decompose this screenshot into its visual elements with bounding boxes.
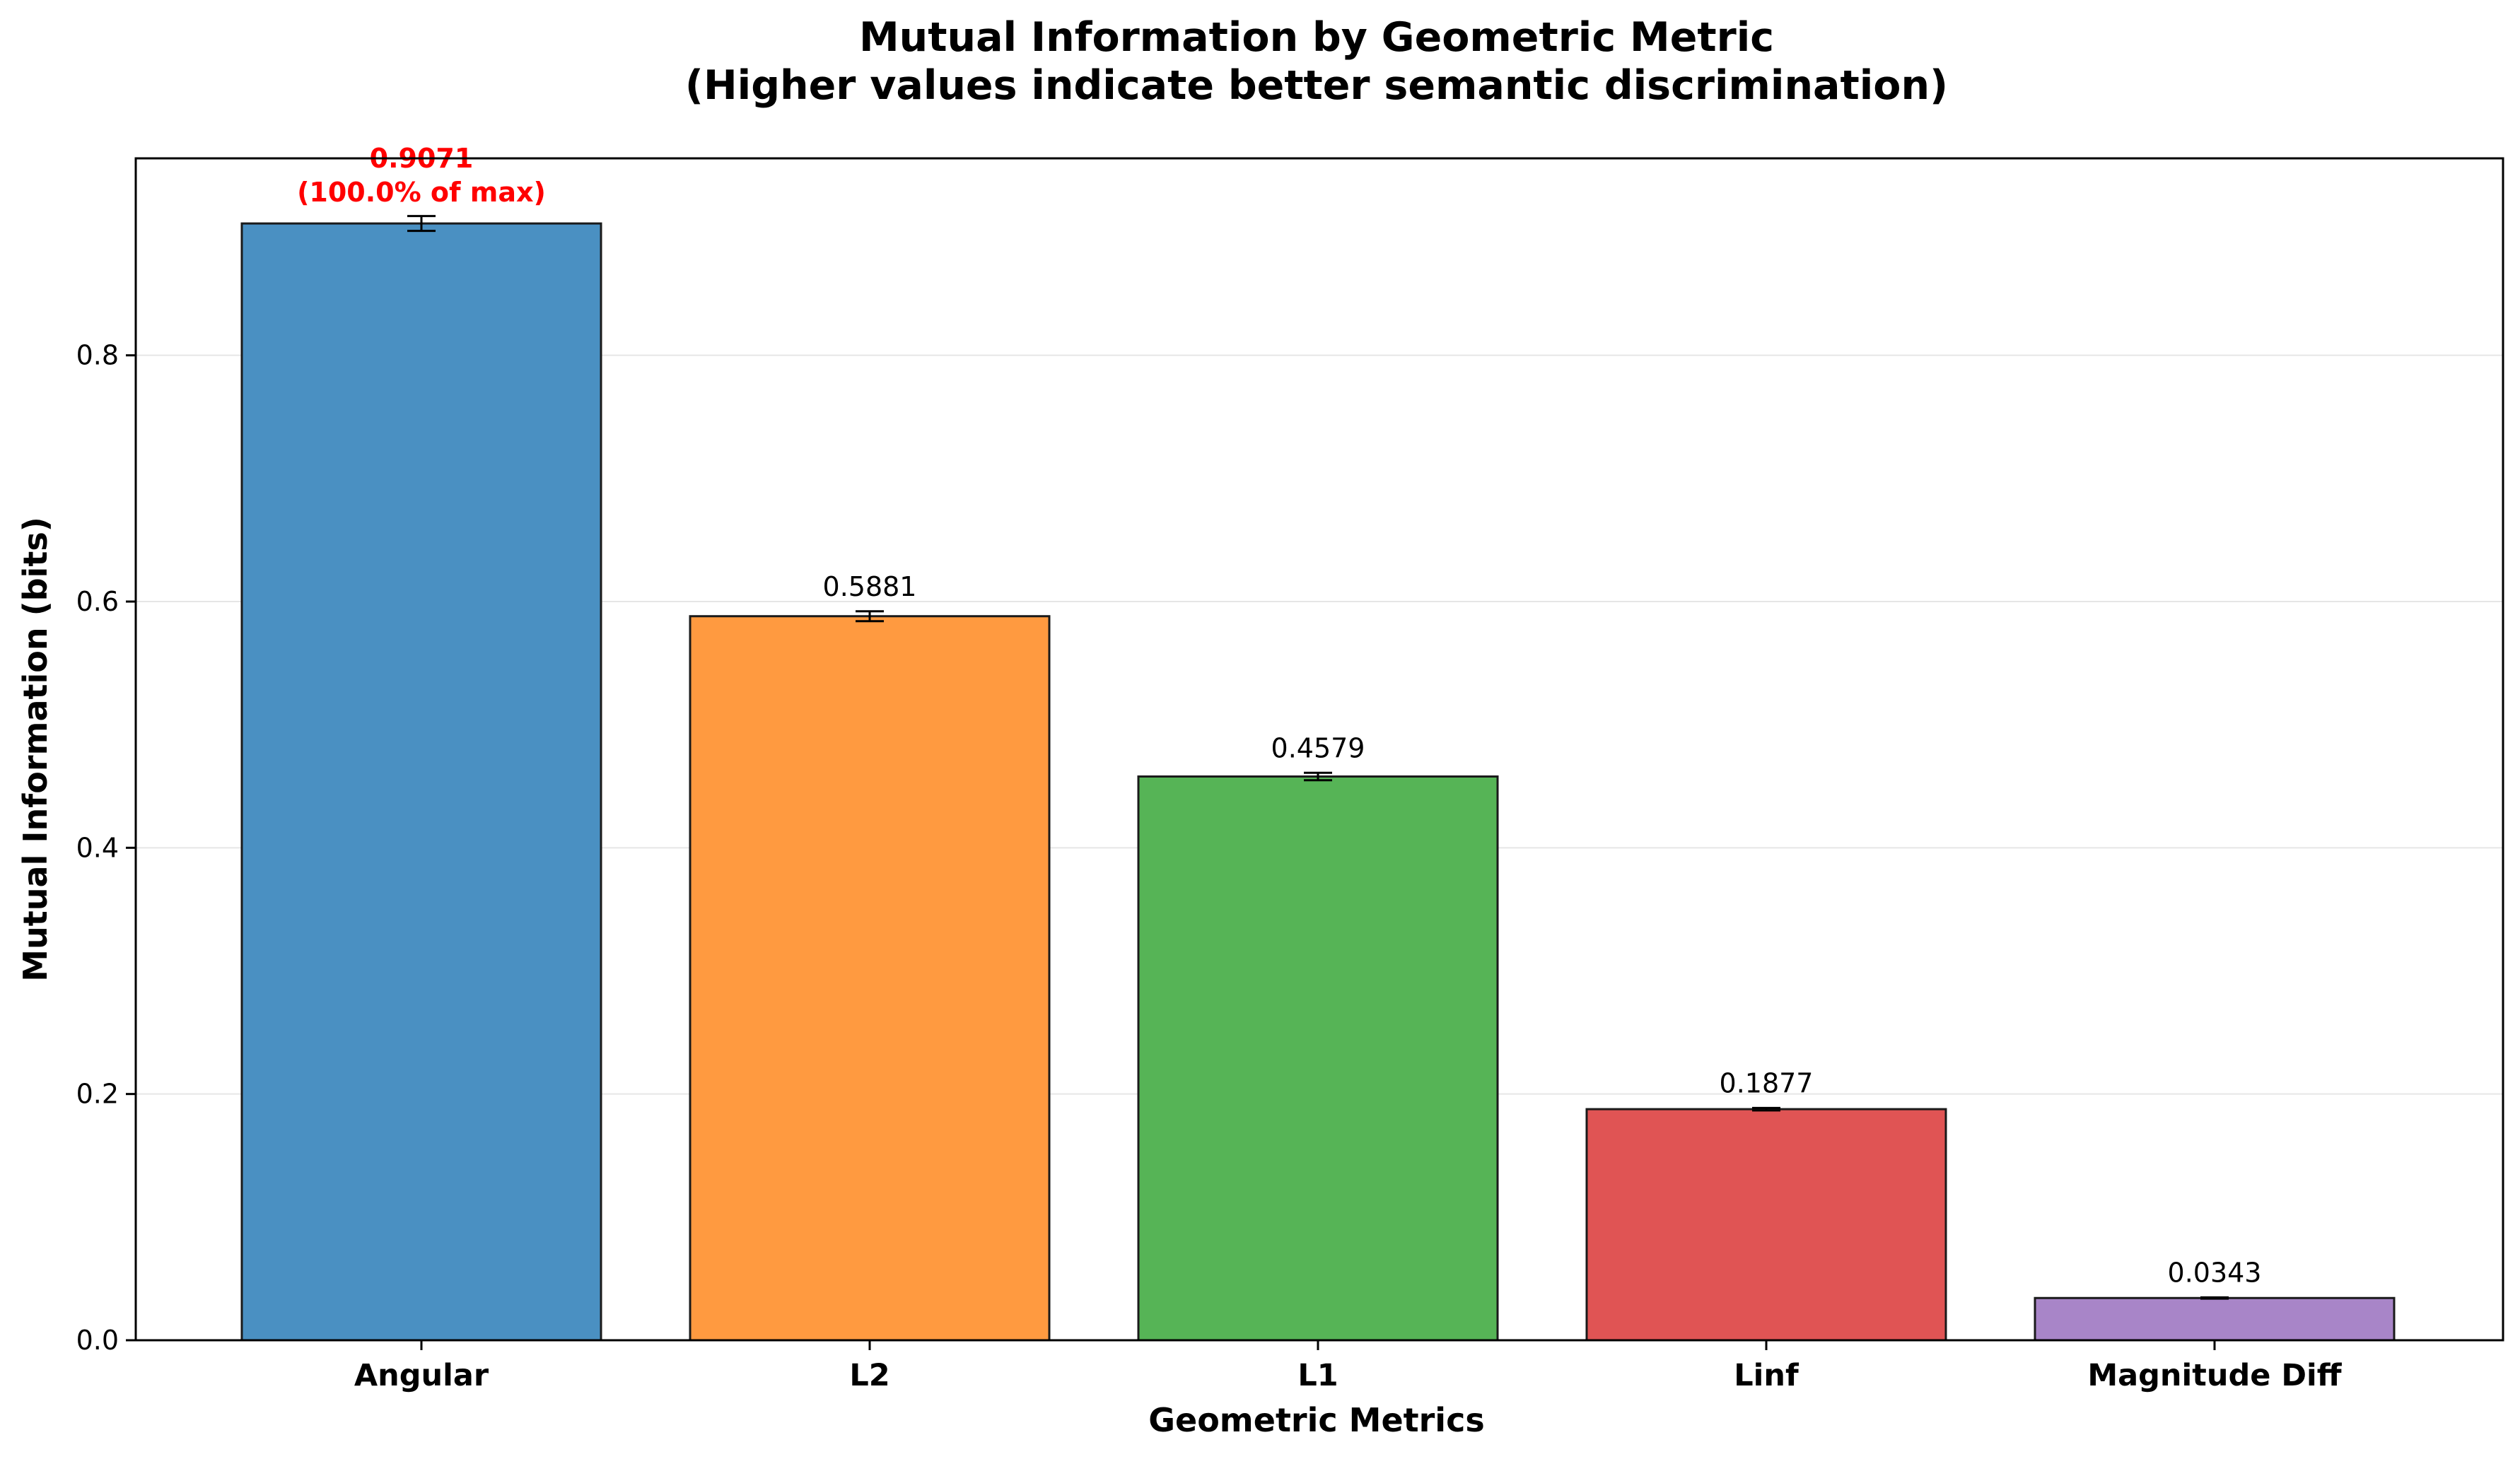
y-tick-label: 0.2 bbox=[76, 1079, 119, 1110]
x-tick-label: L1 bbox=[1297, 1358, 1338, 1393]
x-tick-label: Magnitude Diff bbox=[2087, 1358, 2342, 1393]
error-bar bbox=[856, 610, 884, 623]
y-tick-label: 0.6 bbox=[76, 586, 119, 617]
bar-angular bbox=[240, 222, 602, 1342]
y-tick-label: 0.8 bbox=[76, 340, 119, 371]
chart-subtitle: (Higher values indicate better semantic … bbox=[685, 62, 1948, 109]
y-tick-label: 0.4 bbox=[76, 832, 119, 863]
data-label: 0.5881 bbox=[823, 571, 917, 602]
bar-magnitude-diff bbox=[2034, 1296, 2396, 1342]
x-axis-label: Geometric Metrics bbox=[1148, 1401, 1484, 1439]
y-tick-label: 0.0 bbox=[76, 1325, 119, 1356]
y-axis: 0.0 0.2 0.4 0.6 0.8 bbox=[76, 340, 136, 1356]
bar-l1 bbox=[1137, 775, 1499, 1342]
data-label: 0.4579 bbox=[1271, 732, 1365, 763]
bar-l2 bbox=[689, 615, 1051, 1342]
x-tick-label: L2 bbox=[849, 1358, 889, 1393]
chart-title: Mutual Information by Geometric Metric bbox=[859, 14, 1774, 61]
plot-frame bbox=[134, 157, 2504, 1342]
x-axis: Angular L2 L1 Linf Magnitude Diff bbox=[354, 1340, 2343, 1393]
error-bar bbox=[1304, 771, 1332, 782]
error-bar bbox=[1752, 1106, 1780, 1112]
data-label: 0.0343 bbox=[2168, 1257, 2262, 1288]
bars bbox=[240, 215, 2396, 1342]
error-bar bbox=[2200, 1296, 2229, 1300]
x-tick-label: Linf bbox=[1734, 1358, 1799, 1393]
max-annotation: (100.0% of max) bbox=[297, 177, 546, 208]
bar-linf bbox=[1585, 1108, 1947, 1342]
y-axis-label: Mutual Information (bits) bbox=[16, 517, 54, 981]
data-labels: 0.9071(100.0% of max)0.58810.45790.18770… bbox=[297, 143, 2261, 1288]
data-label: 0.1877 bbox=[1720, 1067, 1814, 1098]
x-tick-label: Angular bbox=[354, 1358, 489, 1393]
error-bar bbox=[407, 215, 436, 233]
